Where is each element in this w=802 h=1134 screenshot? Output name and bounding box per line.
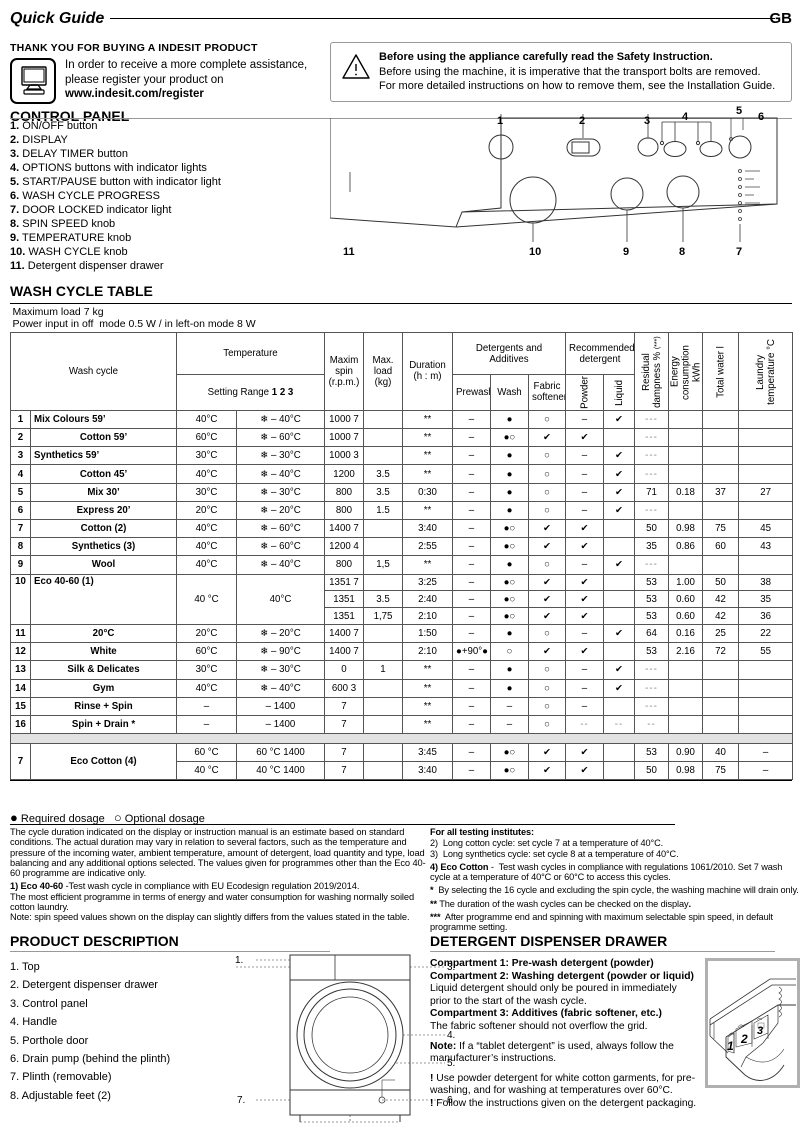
svg-text:3: 3 xyxy=(644,115,650,127)
svg-text:4: 4 xyxy=(682,111,689,123)
svg-text:7.: 7. xyxy=(237,1095,245,1106)
svg-text:11: 11 xyxy=(343,246,355,258)
svg-text:6: 6 xyxy=(758,111,764,123)
svg-text:8: 8 xyxy=(679,246,685,258)
svg-text:7: 7 xyxy=(736,246,742,258)
svg-text:3: 3 xyxy=(757,1025,763,1037)
svg-text:9: 9 xyxy=(623,246,629,258)
svg-text:2: 2 xyxy=(740,1032,748,1046)
svg-text:1.: 1. xyxy=(235,955,243,966)
svg-text:10: 10 xyxy=(529,246,541,258)
svg-text:1: 1 xyxy=(497,115,503,127)
svg-text:1: 1 xyxy=(727,1039,734,1053)
svg-text:5: 5 xyxy=(736,105,742,117)
svg-text:8.: 8. xyxy=(343,1124,351,1125)
svg-text:2: 2 xyxy=(579,115,585,127)
